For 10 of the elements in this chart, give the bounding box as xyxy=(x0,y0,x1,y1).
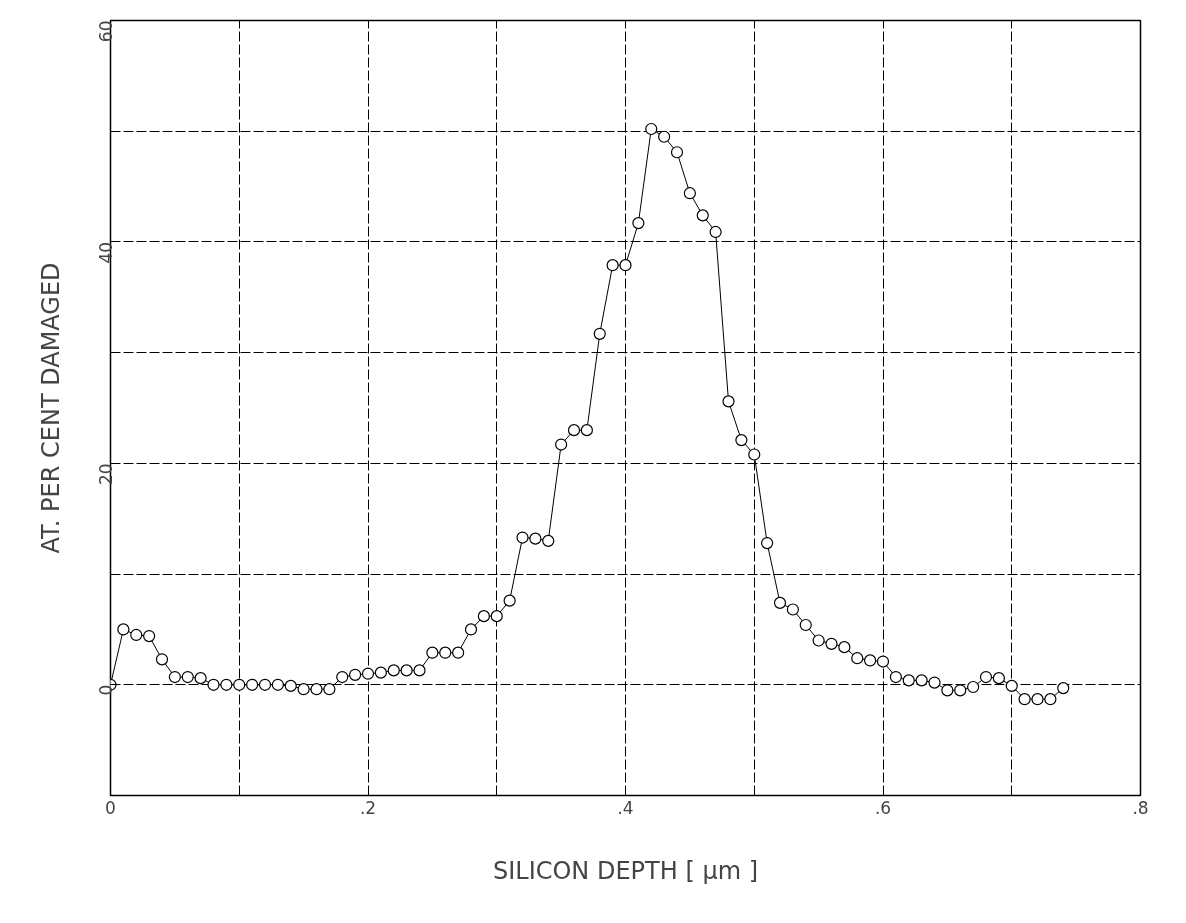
x-tick-label: .4 xyxy=(617,797,634,818)
x-tick-label: .8 xyxy=(1132,797,1149,818)
y-tick-label: 20 xyxy=(96,463,116,485)
x-tick-label: .6 xyxy=(874,797,892,818)
y-axis-title: AT. PER CENT DAMAGED xyxy=(36,262,65,554)
x-axis-title: SILICON DEPTH [ μm ] xyxy=(492,856,759,885)
y-tick-label: 40 xyxy=(96,241,116,264)
y-tick-label: 0 xyxy=(96,684,116,696)
y-tick-label: 60 xyxy=(96,20,116,43)
x-tick-label: .2 xyxy=(359,797,377,818)
